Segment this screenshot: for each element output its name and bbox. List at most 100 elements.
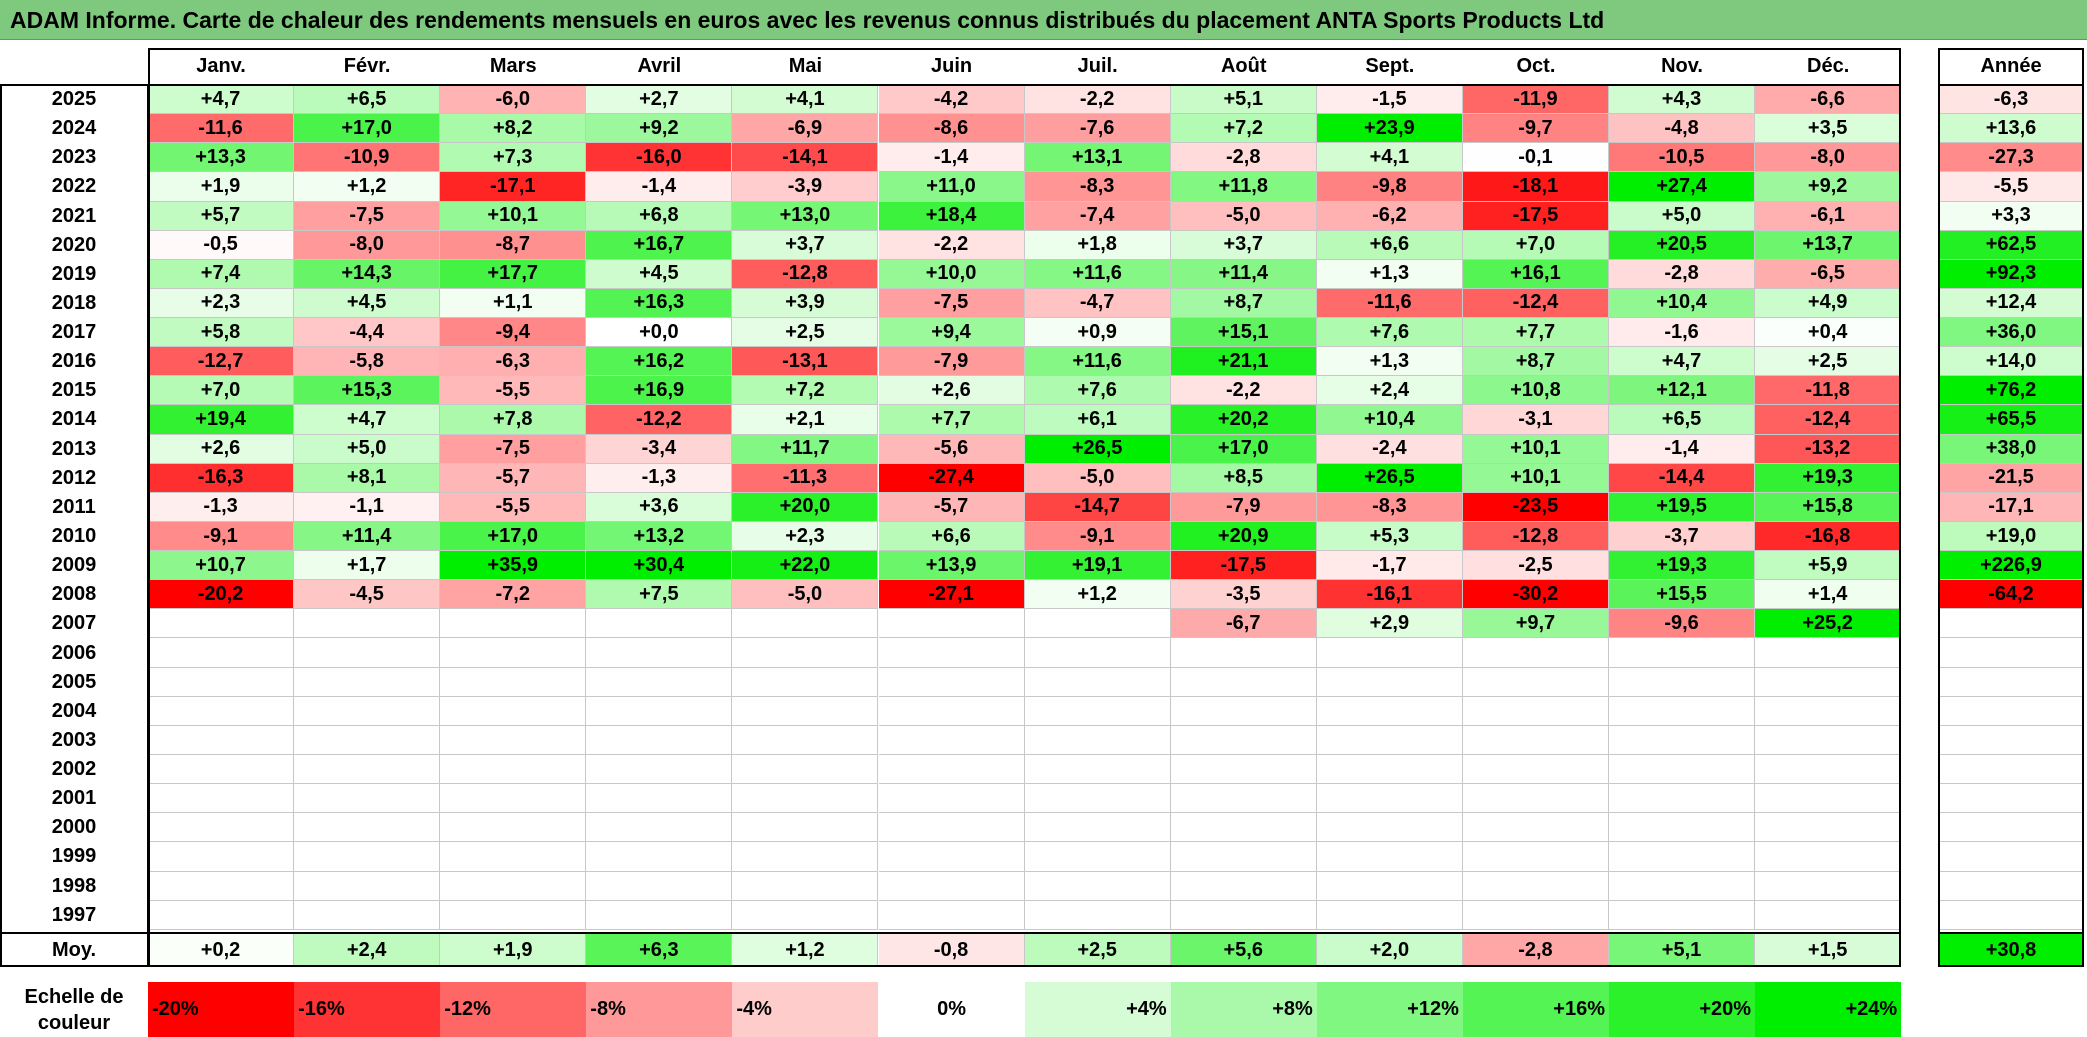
year-label: 2023 — [51, 146, 97, 169]
heatmap-cell: -27,4 — [878, 463, 1025, 493]
annual-average-divider — [1938, 932, 2084, 934]
heatmap-cell: -7,6 — [1024, 114, 1171, 144]
heatmap-cell: +15,5 — [1609, 580, 1756, 610]
heatmap-cell: +25,2 — [1755, 609, 1902, 639]
heatmap-cell — [1316, 900, 1463, 930]
heatmap-cell: +11,8 — [1170, 172, 1317, 202]
heatmap-cell: +20,0 — [732, 492, 879, 522]
heatmap-cell: +16,9 — [586, 376, 733, 406]
heatmap-cell: +10,1 — [1462, 434, 1609, 464]
heatmap-cell — [1024, 667, 1171, 697]
heatmap-cell: +22,0 — [732, 551, 879, 581]
heatmap-cell: -17,1 — [440, 172, 587, 202]
heatmap-cell: -1,6 — [1609, 318, 1756, 348]
heatmap-cell: +18,4 — [878, 201, 1025, 231]
heatmap-cell — [878, 813, 1025, 843]
heatmap-cell — [1316, 784, 1463, 814]
heatmap-cell: +1,1 — [440, 288, 587, 319]
year-label: 2008 — [51, 583, 97, 606]
heatmap-cell: -10,5 — [1609, 143, 1756, 173]
heatmap-cell: -1,1 — [294, 492, 441, 522]
year-label: 2000 — [51, 816, 97, 839]
heatmap-cell — [1609, 900, 1756, 930]
heatmap-cell — [878, 725, 1025, 755]
year-label: 2006 — [51, 641, 97, 664]
color-scale-swatch: +8% — [1170, 982, 1317, 1037]
heatmap-cell: -17,5 — [1170, 551, 1317, 581]
heatmap-cell: -3,7 — [1609, 521, 1756, 552]
heatmap-cell — [732, 638, 879, 668]
heatmap-cell — [1170, 638, 1317, 668]
heatmap-cell: -2,5 — [1462, 551, 1609, 581]
heatmap-cell — [586, 696, 733, 726]
heatmap-cell: +2,1 — [732, 405, 879, 435]
year-label: 2002 — [51, 758, 97, 781]
average-cell: +2,4 — [294, 933, 441, 967]
heatmap-cell — [1024, 871, 1171, 901]
heatmap-cell — [878, 667, 1025, 697]
heatmap-cell: +17,0 — [440, 521, 587, 552]
heatmap-cell: -5,0 — [732, 580, 879, 610]
year-label: 2017 — [51, 321, 97, 344]
heatmap-cell — [732, 725, 879, 755]
annual-cell — [1938, 754, 2084, 785]
heatmap-cell — [732, 784, 879, 814]
month-header: Déc. — [1807, 55, 1850, 77]
heatmap-cell — [1755, 871, 1902, 901]
heatmap-cell — [586, 667, 733, 697]
heatmap-cell: +8,2 — [440, 114, 587, 144]
year-label: 2004 — [51, 699, 97, 722]
heatmap-cell: +8,1 — [294, 463, 441, 493]
heatmap-cell: -1,7 — [1316, 551, 1463, 581]
heatmap-cell — [440, 784, 587, 814]
heatmap-cell: +26,5 — [1024, 434, 1171, 464]
heatmap-cell: +2,9 — [1316, 609, 1463, 639]
heatmap-cell: +11,4 — [294, 521, 441, 552]
heatmap-cell: -5,0 — [1024, 463, 1171, 493]
heatmap-cell — [440, 638, 587, 668]
heatmap-cell: +30,4 — [586, 551, 733, 581]
annual-cell: +3,3 — [1938, 201, 2084, 231]
heatmap-cell: +0,0 — [586, 318, 733, 348]
heatmap-cell — [1170, 813, 1317, 843]
average-cell: -2,8 — [1462, 933, 1609, 967]
heatmap-cell — [294, 842, 441, 872]
heatmap-cell — [1170, 667, 1317, 697]
heatmap-cell: -9,4 — [440, 318, 587, 348]
heatmap-cell — [1609, 813, 1756, 843]
heatmap-cell: -5,5 — [440, 492, 587, 522]
annual-cell: +92,3 — [1938, 259, 2084, 289]
year-label: 2003 — [51, 728, 97, 751]
title-bar: ADAM Informe. Carte de chaleur des rende… — [0, 0, 2087, 40]
heatmap-cell: +6,6 — [1316, 230, 1463, 260]
average-annual-cell: +30,8 — [1938, 933, 2084, 967]
heatmap-cell: -2,8 — [1609, 259, 1756, 289]
heatmap-cell: +4,7 — [1609, 347, 1756, 377]
heatmap-cell: -9,7 — [1462, 114, 1609, 144]
heatmap-cell: +19,5 — [1609, 492, 1756, 522]
average-cell: +6,3 — [586, 933, 733, 967]
color-scale-swatch: +24% — [1755, 982, 1902, 1037]
heatmap-cell — [732, 842, 879, 872]
year-label: 2020 — [51, 233, 97, 256]
heatmap-cell — [1024, 754, 1171, 785]
heatmap-cell — [732, 667, 879, 697]
heatmap-cell — [1316, 842, 1463, 872]
heatmap-cell — [148, 667, 295, 697]
heatmap-cell: -11,3 — [732, 463, 879, 493]
header-divider — [148, 84, 1902, 86]
heatmap-cell: +9,4 — [878, 318, 1025, 348]
heatmap-cell: -8,7 — [440, 230, 587, 260]
heatmap-cell: -7,9 — [878, 347, 1025, 377]
heatmap-cell — [1462, 900, 1609, 930]
heatmap-cell: +13,2 — [586, 521, 733, 552]
heatmap-cell: +2,7 — [586, 85, 733, 115]
heatmap-cell — [1170, 754, 1317, 785]
heatmap-cell: +3,7 — [1170, 230, 1317, 260]
heatmap-cell: +1,4 — [1755, 580, 1902, 610]
heatmap-cell: -3,5 — [1170, 580, 1317, 610]
year-label: 2021 — [51, 204, 97, 227]
heatmap-cell: +2,6 — [148, 434, 295, 464]
heatmap-cell: -5,7 — [878, 492, 1025, 522]
